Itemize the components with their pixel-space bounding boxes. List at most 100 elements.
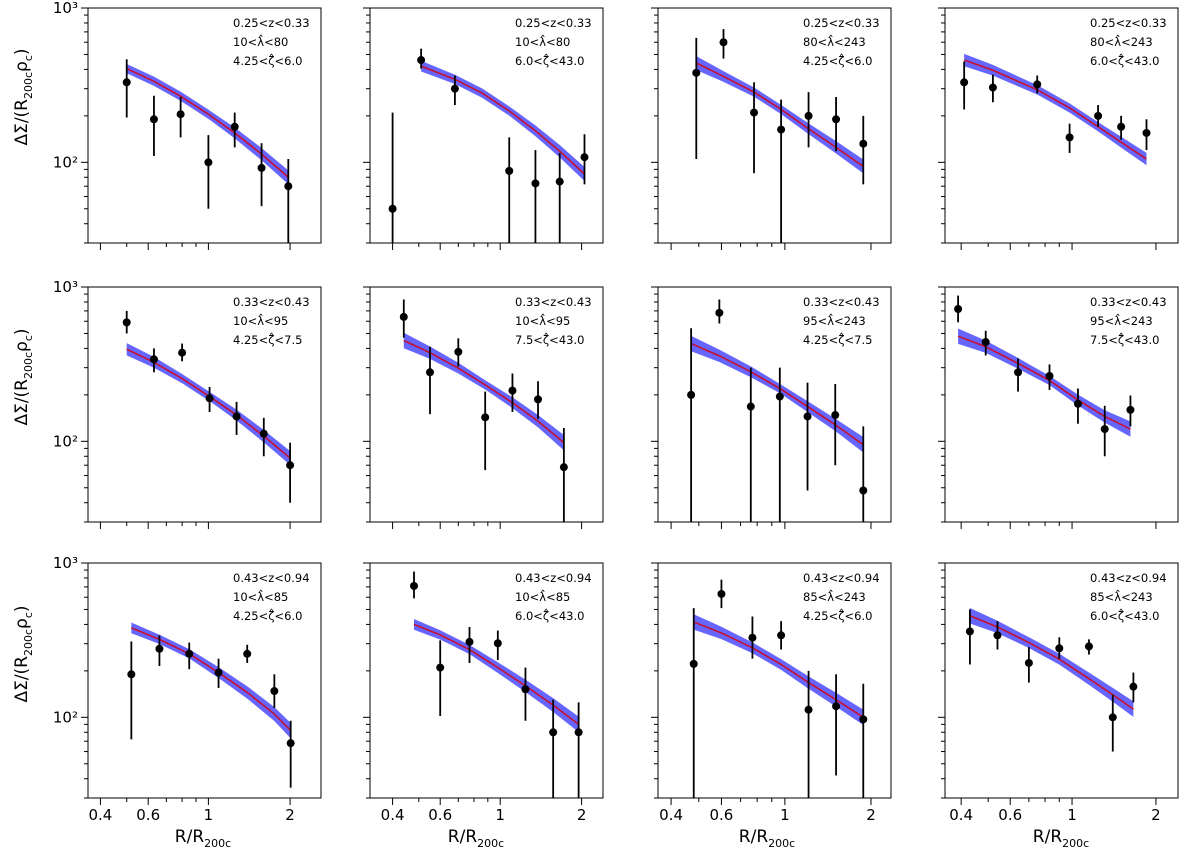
svg-text:ΔΣ/(R200cρc): ΔΣ/(R200cρc) (12, 48, 35, 145)
axes-frame (944, 562, 1179, 799)
panel-annotation: 0.43<z<0.94 (1090, 571, 1167, 585)
panel-annotation: 4.25<ζ̂<6.0 (233, 607, 302, 623)
data-point (243, 649, 252, 658)
panel-row2-col4: 0.33<z<0.43 95<λ̂<243 7.5<ζ̂<43.0 (938, 286, 1179, 529)
y-tick-label: 10³ (53, 278, 78, 296)
panel-annotation: 0.25<z<0.33 (1090, 16, 1167, 30)
data-point (176, 110, 185, 119)
model-band (403, 332, 564, 451)
data-point (715, 308, 724, 317)
data-point (1129, 682, 1138, 691)
x-tick-label: 1 (1067, 806, 1077, 824)
data-point (1014, 368, 1023, 377)
panel-annotation: 4.25<ζ̂<7.5 (803, 331, 872, 347)
panel-annotation: 4.25<ζ̂<6.0 (803, 607, 872, 623)
panel-row2-col1: 10² 10³ 0.33<z<0.43 10<λ̂<95 4.25<ζ̂<7.5 (53, 278, 322, 529)
panel-annotation: 10<λ̂<80 (233, 33, 288, 49)
panel-annotation: 4.25<ζ̂<7.5 (233, 331, 302, 347)
x-tick-label: 0.4 (381, 806, 405, 824)
data-point (410, 581, 419, 590)
data-point (1117, 122, 1126, 131)
x-tick-label: 0.4 (949, 806, 973, 824)
data-point (493, 639, 502, 648)
data-point (981, 338, 990, 347)
panel-annotation: 4.25<ζ̂<6.0 (803, 52, 872, 68)
data-point (232, 412, 241, 421)
panel-annotation: 0.33<z<0.43 (515, 295, 592, 309)
panel-row1-col4: 0.25<z<0.33 80<λ̂<243 6.0<ζ̂<43.0 (938, 7, 1179, 250)
data-point (777, 125, 786, 134)
data-point (1033, 80, 1042, 89)
data-point (270, 687, 279, 696)
data-point (505, 166, 514, 175)
data-point (185, 649, 194, 658)
data-point (1142, 128, 1151, 137)
x-tick-label: 1 (780, 806, 790, 824)
panel-annotation: 0.43<z<0.94 (233, 571, 310, 585)
panel-annotation: 95<λ̂<243 (803, 312, 866, 328)
data-point (205, 394, 214, 403)
data-point (149, 115, 158, 124)
panel-annotation: 6.0<ζ̂<43.0 (515, 607, 584, 623)
panel-annotation: 7.5<ζ̂<43.0 (1090, 331, 1159, 347)
data-point (481, 413, 490, 422)
data-point (388, 204, 397, 213)
axes-frame (87, 562, 322, 799)
axes-frame (87, 7, 322, 244)
data-point (454, 347, 463, 356)
xlabel-col-2: R/R200c (448, 827, 504, 850)
data-point (508, 386, 517, 395)
y-tick-label: 10³ (53, 554, 78, 572)
data-point (1108, 713, 1117, 722)
y-tick-label: 10³ (53, 0, 78, 17)
data-point (465, 637, 474, 646)
data-point (425, 368, 434, 377)
x-tick-label: 2 (866, 806, 876, 824)
x-tick-label: 0.4 (88, 806, 112, 824)
data-point (993, 631, 1002, 640)
model-band (691, 335, 864, 453)
data-point (417, 56, 426, 65)
data-point (257, 163, 266, 172)
axes-frame (944, 286, 1179, 523)
data-point (436, 663, 445, 672)
data-point (717, 589, 726, 598)
data-point (960, 78, 969, 87)
model-band (969, 608, 1134, 717)
x-tick-label: 2 (577, 806, 587, 824)
data-point (859, 139, 868, 148)
data-point (549, 728, 558, 737)
data-point (259, 429, 268, 438)
data-point (580, 153, 589, 162)
data-point (178, 348, 187, 357)
data-point (804, 705, 813, 714)
axes-frame (657, 286, 892, 523)
data-point (122, 78, 131, 87)
data-point (1126, 405, 1135, 414)
ylabel-row-1: ΔΣ/(R200cρc) (12, 48, 35, 145)
data-point (687, 390, 696, 399)
panel-annotation: 0.43<z<0.94 (803, 571, 880, 585)
data-point (214, 668, 223, 677)
data-point (1094, 111, 1103, 120)
x-tick-label: 2 (285, 806, 295, 824)
model-band (126, 343, 291, 465)
data-point (230, 122, 239, 131)
panel-annotation: 10<λ̂<95 (515, 312, 570, 328)
data-point (127, 670, 136, 679)
panel-row3-col4: 0.4 0.6 1 2 0.43<z<0.94 85<λ̂<243 6.0<ζ̂<43.0 (938, 562, 1179, 824)
panel-row3-col1: 10² 10³ 0.4 0.6 1 2 0.43<z<0.94 10<λ̂<85 4.25<ζ̂… (53, 554, 322, 824)
panel-annotation: 4.25<ζ̂<6.0 (233, 52, 302, 68)
data-point (574, 728, 583, 737)
data-point (965, 627, 974, 636)
data-point (286, 739, 295, 748)
data-point (122, 318, 131, 327)
panel-annotation: 10<λ̂<85 (515, 588, 570, 604)
data-point (859, 486, 868, 495)
data-point (804, 111, 813, 120)
model-band (696, 56, 864, 174)
data-point (284, 182, 293, 191)
axes-frame (657, 562, 892, 799)
data-point (149, 355, 158, 364)
